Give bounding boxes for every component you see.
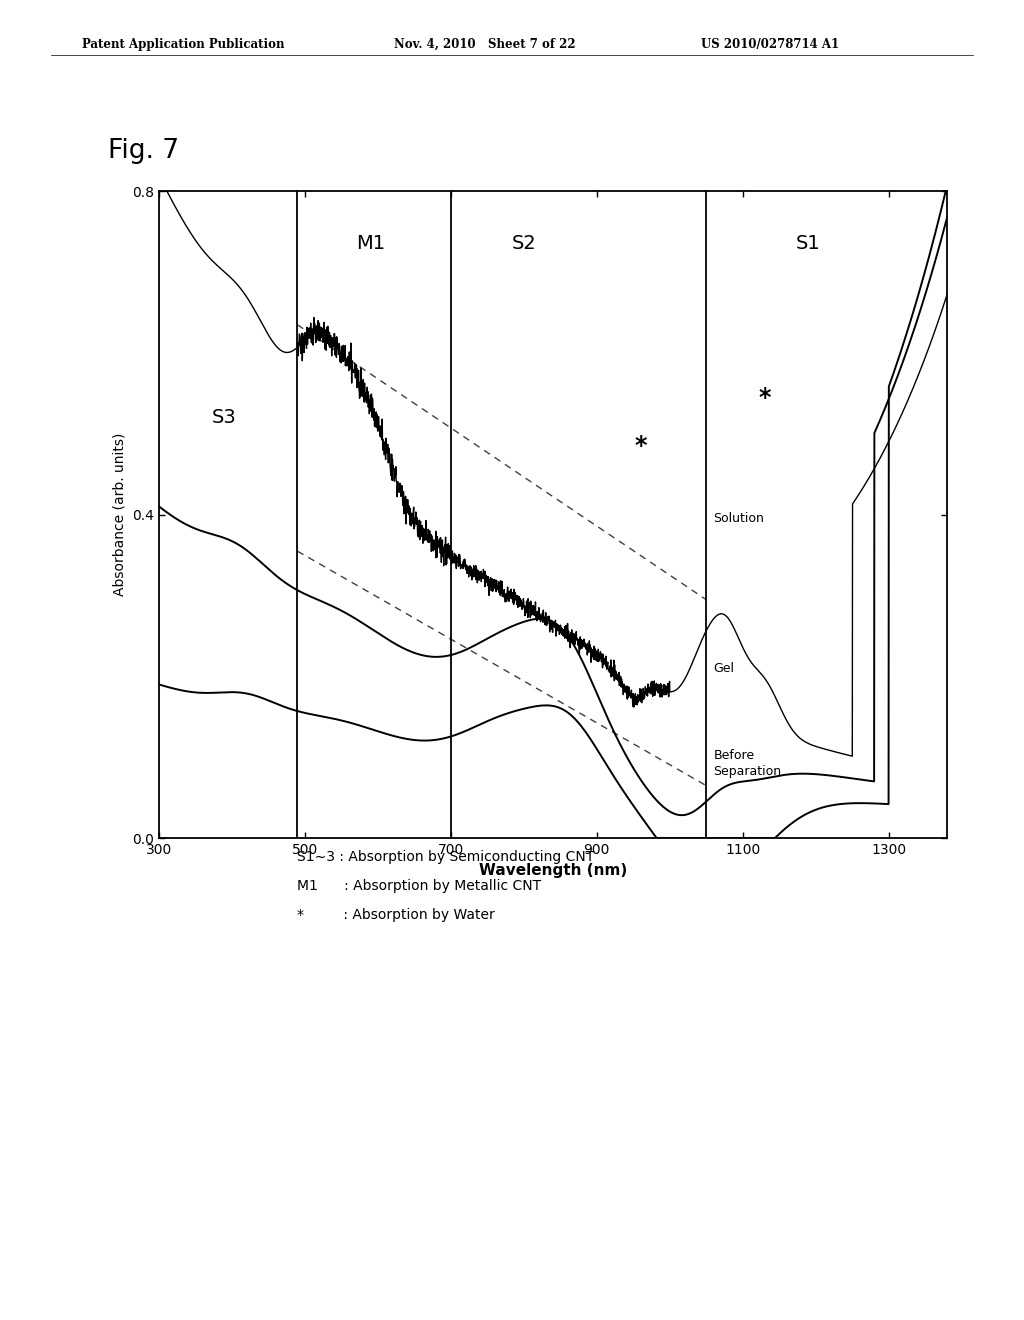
Text: Before
Separation: Before Separation [714, 750, 781, 779]
Text: Fig. 7: Fig. 7 [108, 139, 178, 165]
Text: S1: S1 [796, 235, 821, 253]
Text: M1      : Absorption by Metallic CNT: M1 : Absorption by Metallic CNT [297, 879, 541, 892]
Text: M1: M1 [356, 235, 385, 253]
Text: S1∼3 : Absorption by Semiconducting CNT: S1∼3 : Absorption by Semiconducting CNT [297, 850, 594, 863]
Text: US 2010/0278714 A1: US 2010/0278714 A1 [701, 37, 840, 50]
Text: Patent Application Publication: Patent Application Publication [82, 37, 285, 50]
Text: *: * [759, 385, 771, 409]
Y-axis label: Absorbance (arb. units): Absorbance (arb. units) [113, 433, 126, 597]
Text: *: * [634, 434, 647, 458]
X-axis label: Wavelength (nm): Wavelength (nm) [479, 862, 627, 878]
Text: S2: S2 [511, 235, 537, 253]
Text: Solution: Solution [714, 512, 765, 525]
Text: S3: S3 [212, 408, 237, 428]
Text: Gel: Gel [714, 661, 734, 675]
Text: Nov. 4, 2010   Sheet 7 of 22: Nov. 4, 2010 Sheet 7 of 22 [394, 37, 575, 50]
Text: *         : Absorption by Water: * : Absorption by Water [297, 908, 495, 921]
